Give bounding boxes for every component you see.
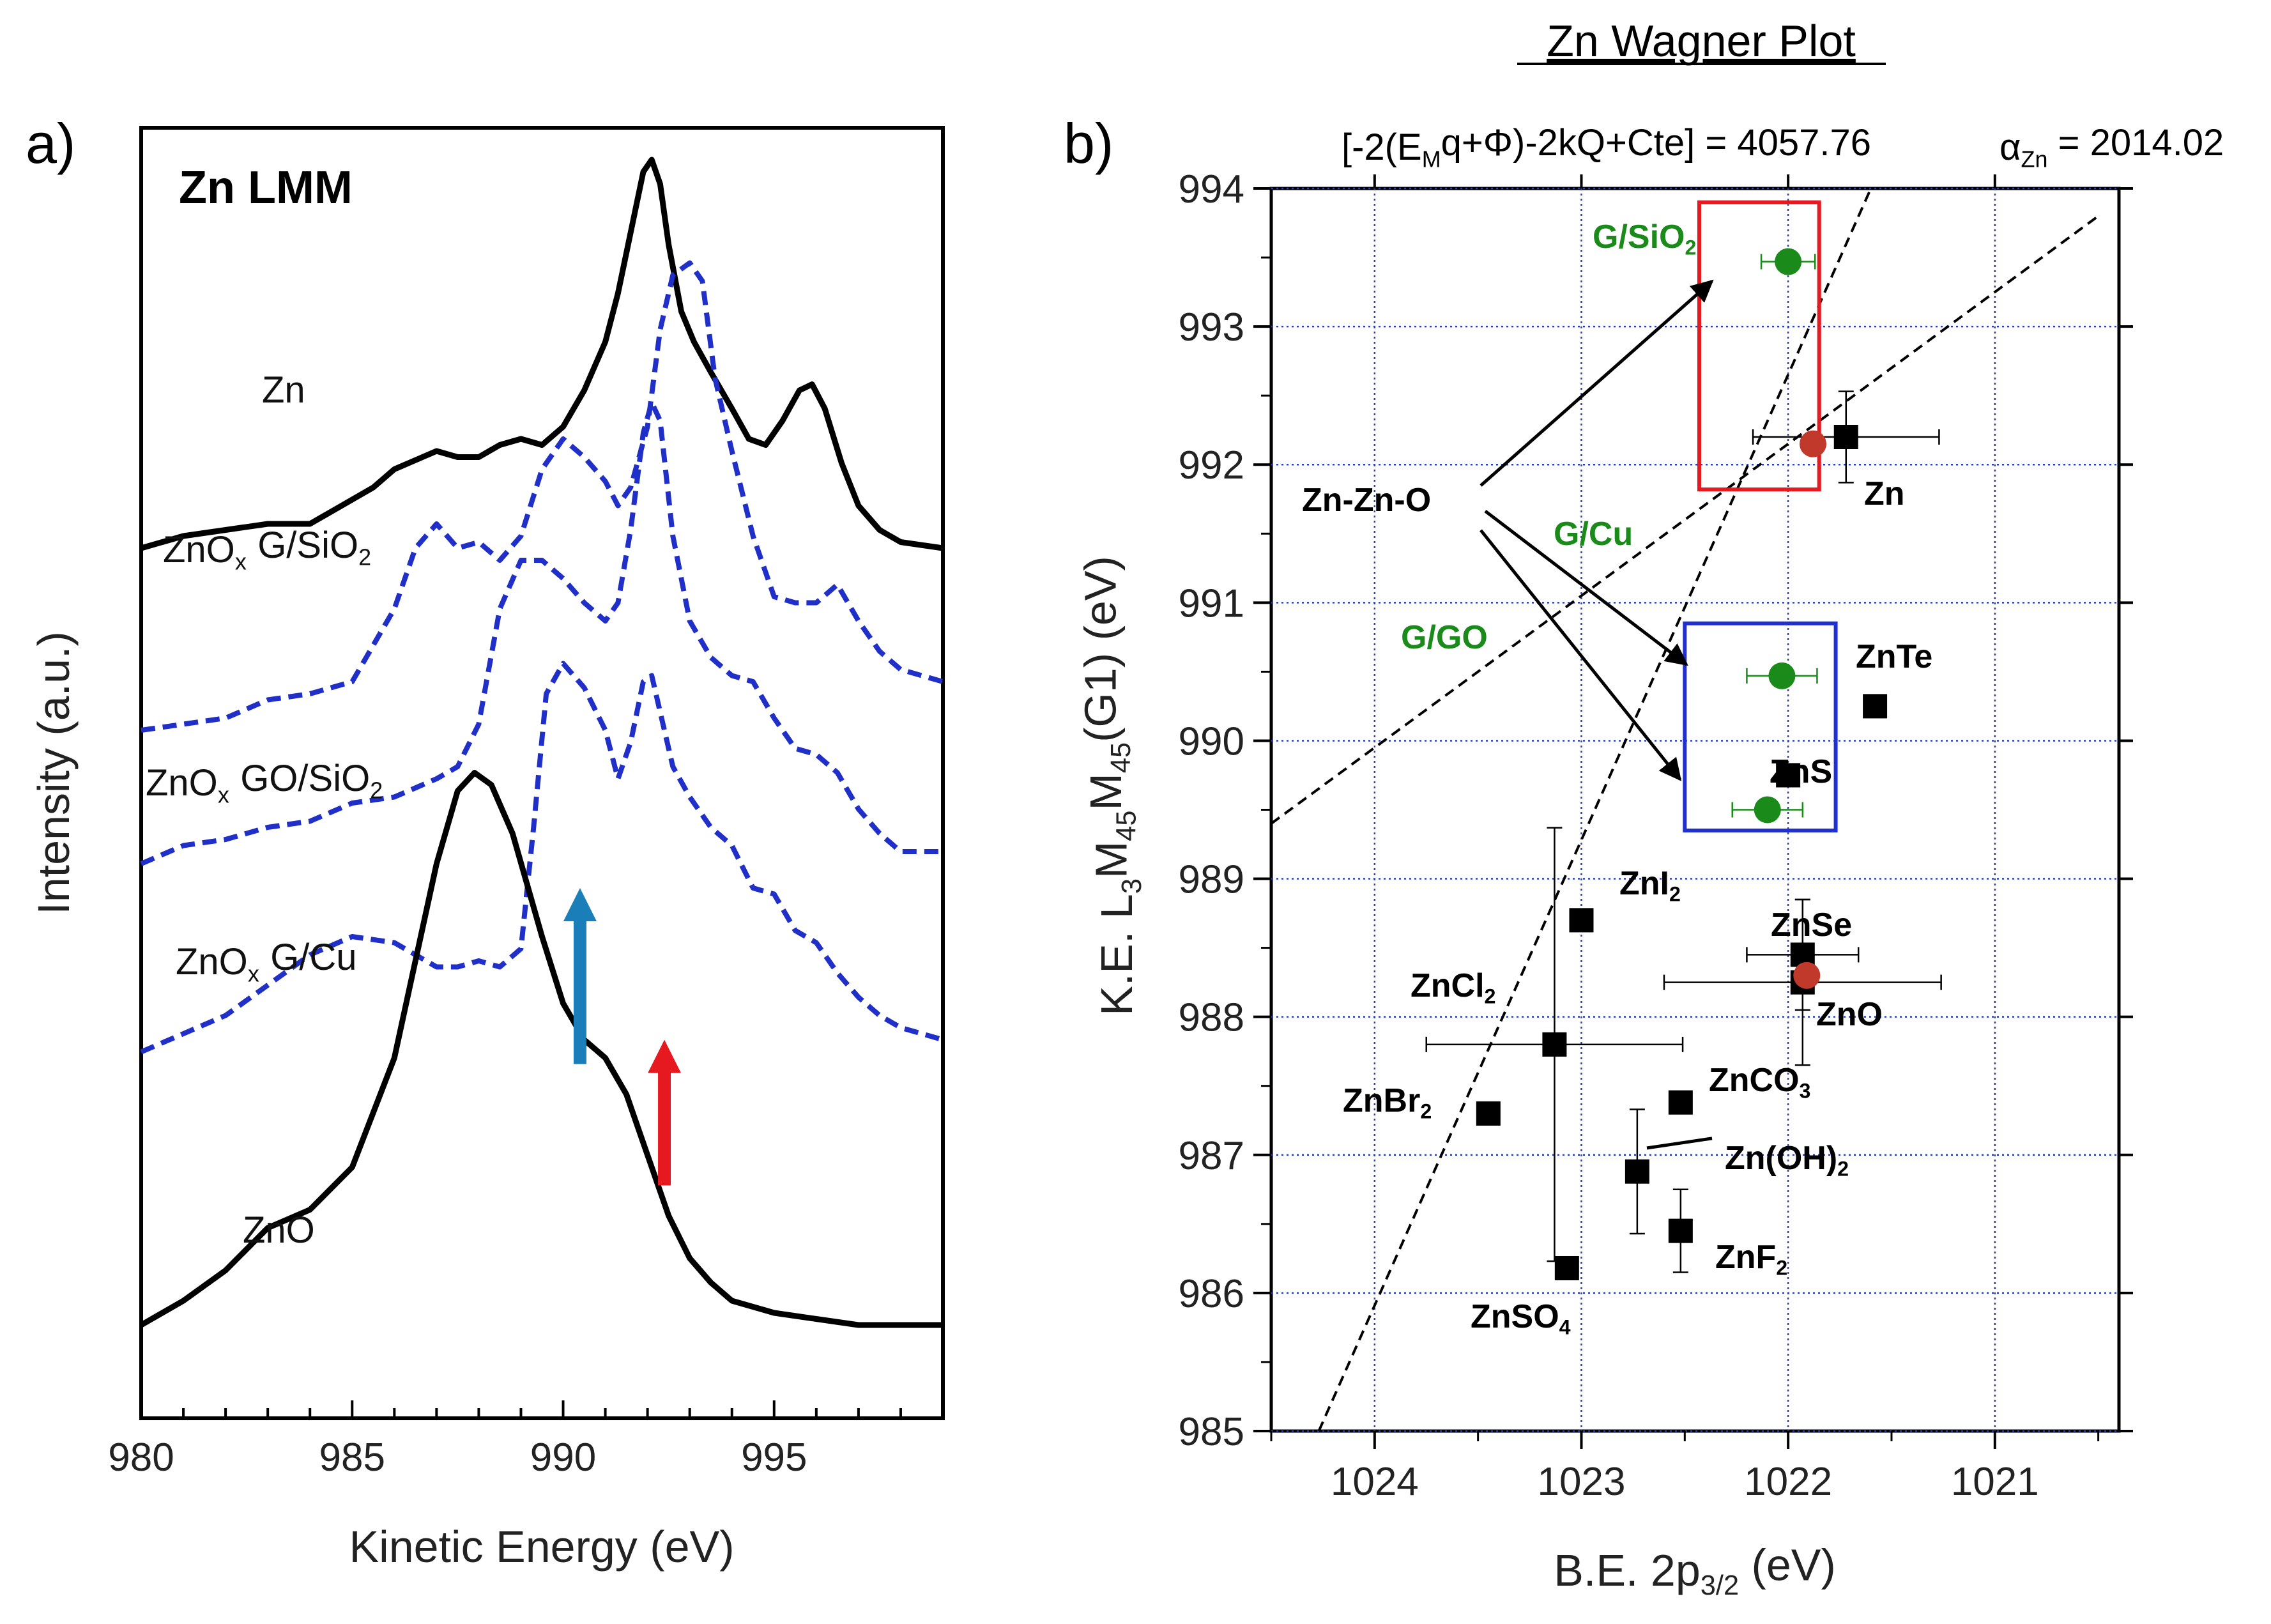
- series-line-znox-g-cu: [140, 661, 944, 1055]
- label-znte: ZnTe: [1856, 638, 1932, 675]
- series-line-znox-go-sio2: [140, 400, 943, 866]
- point-zno-red: [1793, 961, 1821, 989]
- point-zncl2: [1542, 1032, 1567, 1057]
- x-tick-label: 1023: [1538, 1460, 1626, 1504]
- point-g-cu: [1754, 796, 1781, 823]
- label-g-cu: G/Cu: [1554, 516, 1633, 553]
- panel-a-x-axis-label: Kinetic Energy (eV): [349, 1522, 734, 1572]
- label-g-go: G/GO: [1401, 619, 1488, 656]
- panel-label-a: a): [26, 112, 75, 175]
- label-znco3: ZnCO3: [1709, 1062, 1810, 1102]
- zn-zn-o-arrow: [1480, 529, 1682, 781]
- panel-a: a) Zn LMM Zn ZnOx G/SiO2 ZnOx GO/SiO2 ZnOx G/C…: [26, 112, 945, 1572]
- x-tick-label: 995: [741, 1436, 807, 1480]
- blue-box: [1683, 621, 1838, 832]
- panel-b-data-points: [1425, 248, 1942, 1280]
- dashed-line-shallow: [1270, 215, 2099, 825]
- label-zn-oh-2: Zn(OH)2: [1725, 1140, 1849, 1180]
- x-tick-label: 1021: [1951, 1460, 2039, 1504]
- series-line-zn: [140, 157, 944, 551]
- panel-a-plot-frame: [139, 126, 945, 1420]
- x-tick-label: 980: [108, 1436, 174, 1480]
- label-znse: ZnSe: [1771, 907, 1852, 944]
- point-g-sio2: [1775, 248, 1802, 275]
- x-tick-label: 990: [530, 1436, 596, 1480]
- label-zni2: ZnI2: [1619, 865, 1681, 905]
- panel-b-grid: [1271, 187, 2119, 1432]
- panel-b-axes: 1024 1023 1022 1021 985 986 987 988 989 990 991 992…: [1179, 167, 2133, 1504]
- panel-b-plot-frame: [1269, 187, 2121, 1433]
- point-znf2: [1668, 1218, 1693, 1243]
- panel-b-point-labels: Zn ZnTe ZnS ZnI2 ZnSe ZnO ZnCl2 ZnCO3 ZnBr2 Zn(OH…: [1302, 218, 1932, 1338]
- panel-b-reference-lines: [1270, 188, 2099, 1432]
- point-znte: [1863, 694, 1888, 719]
- y-tick-label: 993: [1179, 305, 1244, 349]
- dashed-line-steep: [1317, 188, 1872, 1432]
- y-tick-label: 992: [1179, 443, 1244, 487]
- point-g-go: [1768, 662, 1796, 689]
- label-zn: Zn: [1864, 475, 1905, 512]
- label-znbr2: ZnBr2: [1343, 1082, 1432, 1122]
- series-label-znox-go-sio2: ZnOx GO/SiO2: [146, 758, 383, 808]
- point-znso4: [1554, 1255, 1579, 1280]
- x-tick-label: 1022: [1744, 1460, 1832, 1504]
- panel-b-title: Zn Wagner Plot: [1547, 16, 1856, 66]
- point-zn: [1833, 425, 1858, 449]
- label-zn-zn-o: Zn-Zn-O: [1302, 482, 1431, 519]
- panel-b-x-axis-label: B.E. 2p3/2 (eV): [1554, 1540, 1836, 1600]
- red-arrow-head: [648, 1039, 682, 1073]
- panel-b-annotation-arrows: [1480, 279, 1714, 1150]
- panel-a-series-labels: Zn ZnOx G/SiO2 ZnOx GO/SiO2 ZnOx G/Cu ZnO: [146, 369, 383, 1251]
- point-zns: [1776, 763, 1801, 788]
- y-tick-label: 985: [1179, 1410, 1244, 1454]
- zn-zn-o-arrow: [1484, 510, 1688, 666]
- panel-b-equation: [-2(EMq+Φ)-2kQ+Cte] = 4057.76: [1342, 122, 1871, 172]
- panel-b: Zn Wagner Plot b) [-2(EMq+Φ)-2kQ+Cte] = …: [1064, 16, 2224, 1601]
- label-znso4: ZnSO4: [1471, 1298, 1571, 1338]
- y-tick-label: 991: [1179, 581, 1244, 625]
- y-tick-label: 987: [1179, 1134, 1244, 1178]
- label-zns: ZnS: [1770, 753, 1832, 790]
- panel-a-title: Zn LMM: [179, 162, 353, 213]
- series-line-zno: [139, 770, 943, 1328]
- panel-a-arrows: [563, 888, 682, 1186]
- y-tick-label: 994: [1179, 167, 1244, 211]
- panel-a-x-axis: 980 985 990 995: [108, 1400, 944, 1480]
- point-zn-oh-2: [1625, 1159, 1649, 1184]
- label-zno: ZnO: [1816, 996, 1883, 1033]
- y-tick-label: 989: [1179, 858, 1244, 902]
- zn-oh2-leader-line: [1646, 1137, 1713, 1150]
- x-tick-label: 1024: [1331, 1460, 1419, 1504]
- label-znf2: ZnF2: [1715, 1239, 1787, 1279]
- blue-arrow-head: [563, 888, 597, 921]
- point-znco3: [1668, 1090, 1693, 1115]
- series-line-znox-g-sio2: [141, 260, 944, 733]
- label-zncl2: ZnCl2: [1411, 967, 1495, 1007]
- red-box: [1697, 200, 1821, 492]
- series-label-zno: ZnO: [243, 1209, 315, 1251]
- point-znbr2: [1476, 1101, 1501, 1126]
- label-g-sio2: G/SiO2: [1593, 218, 1696, 259]
- y-tick-label: 986: [1179, 1272, 1244, 1316]
- y-tick-label: 990: [1179, 719, 1244, 763]
- panel-b-y-axis-label: K.E. L3M45M45(G1) (eV): [1075, 556, 1147, 1016]
- panel-a-spectra: [139, 157, 944, 1328]
- point-zn-red: [1799, 430, 1826, 457]
- zn-zn-o-arrow: [1480, 279, 1714, 487]
- series-label-znox-g-cu: ZnOx G/Cu: [176, 937, 357, 987]
- series-label-znox-g-sio2: ZnOx G/SiO2: [163, 525, 371, 575]
- panel-label-b: b): [1064, 112, 1113, 175]
- panel-b-highlight-boxes: [1683, 200, 1838, 832]
- series-label-zn: Zn: [262, 369, 305, 411]
- x-tick-label: 985: [319, 1436, 385, 1480]
- y-tick-label: 988: [1179, 996, 1244, 1040]
- point-zni2: [1569, 908, 1594, 933]
- panel-b-auger-parameter: αZn = 2014.02: [2000, 122, 2224, 172]
- panel-a-y-axis-label: Intensity (a.u.): [29, 631, 79, 915]
